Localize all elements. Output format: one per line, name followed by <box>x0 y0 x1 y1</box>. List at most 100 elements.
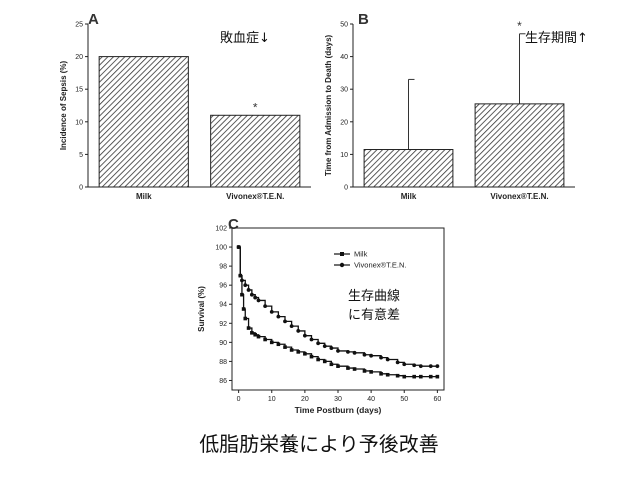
data-point <box>316 357 320 362</box>
data-point <box>283 345 287 349</box>
data-point <box>240 292 244 297</box>
data-point <box>240 278 244 283</box>
data-point <box>249 292 254 297</box>
data-point <box>316 341 321 346</box>
y-tick-label: 25 <box>75 22 83 29</box>
bar <box>210 114 301 188</box>
bar <box>98 56 189 188</box>
y-tick-label: 10 <box>75 119 83 126</box>
x-tick-label: 40 <box>367 396 375 403</box>
bar <box>474 103 565 188</box>
data-point <box>253 332 257 337</box>
y-axis-label: Survival (%) <box>197 286 206 332</box>
y-tick-label: 90 <box>219 340 227 347</box>
x-axis-label: Time Postburn (days) <box>295 405 382 415</box>
data-point <box>395 360 400 365</box>
y-tick-label: 98 <box>219 264 227 271</box>
data-point <box>256 298 261 303</box>
significance-mark: * <box>253 100 258 114</box>
series-line <box>238 246 438 378</box>
data-point <box>412 374 416 379</box>
data-point <box>309 354 314 359</box>
data-point <box>395 373 400 378</box>
chart-panel-a: A 0 5 10 15 20 25 Incidence of Sepsis (%) Milk Vi… <box>59 11 311 201</box>
data-point <box>402 374 407 379</box>
y-tick-label: 92 <box>219 321 227 328</box>
panel-letter: A <box>88 11 99 28</box>
legend-marker <box>339 262 345 268</box>
data-point <box>412 363 417 368</box>
data-point <box>269 340 274 345</box>
y-tick-label: 40 <box>340 54 348 61</box>
data-point <box>346 366 350 370</box>
data-point <box>352 367 357 371</box>
data-point <box>428 374 433 379</box>
y-tick-label: 102 <box>215 226 227 233</box>
y-axis-label: Incidence of Sepsis (%) <box>59 60 68 150</box>
slide-caption: 低脂肪栄養により予後改善 <box>199 432 439 456</box>
data-point <box>379 355 383 360</box>
data-point <box>435 374 440 379</box>
data-point <box>369 353 374 358</box>
data-point <box>238 273 243 278</box>
data-point <box>385 372 390 377</box>
y-tick-label: 20 <box>340 119 348 126</box>
data-point <box>263 337 267 342</box>
data-point <box>243 316 248 321</box>
y-tick-label: 86 <box>219 378 227 385</box>
data-point <box>419 374 423 379</box>
data-point <box>435 364 440 369</box>
data-point <box>302 333 307 338</box>
data-point <box>336 349 340 353</box>
data-point <box>296 329 301 333</box>
y-tick-label: 5 <box>79 152 83 159</box>
x-tick-label: 60 <box>433 396 441 403</box>
data-point <box>385 357 390 362</box>
legend-label: Milk <box>354 250 368 259</box>
x-category-label: Vivonex®T.E.N. <box>226 192 284 201</box>
y-axis-label: Time from Admission to Death (days) <box>324 34 333 176</box>
data-point <box>352 350 357 355</box>
data-point <box>269 309 274 314</box>
data-point <box>250 331 254 335</box>
data-point <box>303 351 307 356</box>
data-point <box>256 334 261 339</box>
data-point <box>336 364 340 368</box>
data-point <box>236 245 241 249</box>
y-tick-label: 96 <box>219 283 227 290</box>
data-point <box>369 370 373 374</box>
x-category-label: Milk <box>401 192 417 201</box>
y-tick-label: 100 <box>215 245 227 252</box>
data-point <box>246 326 251 330</box>
panel-letter: B <box>358 11 369 28</box>
data-point <box>296 350 301 354</box>
data-point <box>289 348 294 352</box>
y-tick-label: 20 <box>75 54 83 61</box>
y-tick-label: 0 <box>79 185 83 192</box>
chart-panel-b: B 0 10 20 30 40 50 Time from Admission to Death… <box>324 11 588 201</box>
data-point <box>362 352 367 357</box>
panel-letter: C <box>228 216 239 233</box>
data-point <box>322 344 327 349</box>
y-tick-label: 30 <box>340 87 348 94</box>
bar <box>363 149 454 188</box>
significance-mark: * <box>517 19 522 33</box>
data-point <box>329 362 334 367</box>
data-point <box>289 324 294 329</box>
y-tick-label: 88 <box>219 359 227 366</box>
x-tick-label: 20 <box>301 396 309 403</box>
data-point <box>428 364 433 369</box>
y-tick-label: 10 <box>340 152 348 159</box>
data-point <box>329 346 334 350</box>
x-tick-label: 10 <box>268 396 276 403</box>
data-point <box>276 314 281 319</box>
legend-label: Vivonex®T.E.N. <box>354 261 407 270</box>
y-tick-label: 94 <box>219 302 227 309</box>
y-tick-label: 15 <box>75 87 83 94</box>
x-category-label: Vivonex®T.E.N. <box>490 192 548 201</box>
data-point <box>246 288 251 292</box>
x-category-label: Milk <box>136 192 152 201</box>
legend-marker <box>340 252 344 256</box>
x-tick-label: 50 <box>400 396 408 403</box>
